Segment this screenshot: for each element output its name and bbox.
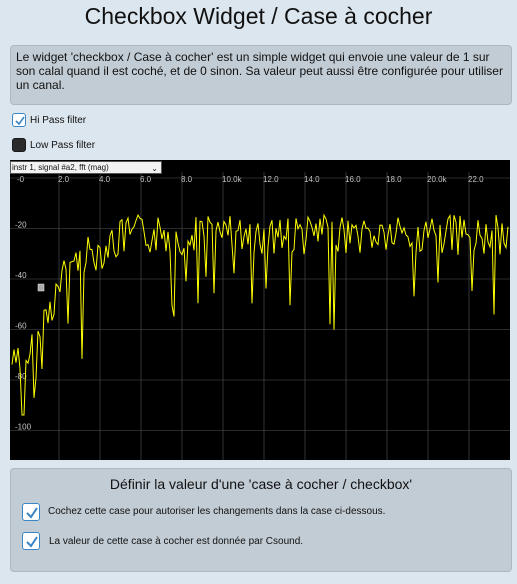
allow-changes-checkbox[interactable] — [22, 503, 40, 521]
x-tick-label: 14.0 — [304, 175, 320, 184]
fft-graph[interactable]: -0 2.0 4.0 6.0 8.0 10.0k 12.0 14.0 16.0 18.0 20.0k… — [10, 160, 510, 460]
hipass-label: Hi Pass filter — [30, 115, 87, 126]
x-tick-label: 22.0 — [468, 175, 484, 184]
checkmark-icon — [26, 536, 38, 548]
x-tick-label: 4.0 — [99, 175, 111, 184]
x-tick-label: 8.0 — [181, 175, 193, 184]
settings-panel: Définir la valeur d'une 'case à cocher /… — [10, 468, 512, 572]
y-tick-label: -80 — [15, 372, 27, 381]
signal-select[interactable]: instr 1, signal #a2, fft (mag) ⌄ — [10, 161, 162, 174]
x-tick-label: 12.0 — [263, 175, 279, 184]
x-tick-label: 10.0k — [222, 175, 243, 184]
x-tick-label: -0 — [17, 175, 25, 184]
page-title: Checkbox Widget / Case à cocher — [84, 3, 433, 29]
y-tick-label: -20 — [15, 221, 27, 230]
x-tick-label: 2.0 — [58, 175, 70, 184]
checkmark-icon — [15, 116, 25, 126]
fft-plot: -0 2.0 4.0 6.0 8.0 10.0k 12.0 14.0 16.0 18.0 20.0k… — [10, 172, 510, 460]
x-tick-label: 6.0 — [140, 175, 152, 184]
x-tick-label: 16.0 — [345, 175, 361, 184]
hipass-checkbox[interactable] — [12, 113, 26, 127]
chevron-down-icon: ⌄ — [151, 164, 158, 173]
panel-title: Définir la valeur d'une 'case à cocher /… — [109, 476, 413, 492]
description-box: Le widget 'checkbox / Case à cocher' est… — [10, 45, 512, 105]
fft-trace — [11, 213, 509, 416]
x-tick-label: 18.0 — [386, 175, 402, 184]
y-tick-label: -40 — [15, 271, 27, 280]
lowpass-checkbox[interactable] — [12, 138, 26, 152]
x-tick-label: 20.0k — [427, 175, 448, 184]
lowpass-label: Low Pass filter — [30, 140, 96, 151]
signal-select-label: instr 1, signal #a2, fft (mag) — [12, 163, 109, 172]
y-tick-label: -100 — [15, 423, 32, 432]
cursor-marker[interactable] — [37, 283, 45, 292]
csound-value-label: La valeur de cette case à cocher est don… — [49, 536, 304, 547]
checkmark-icon — [26, 507, 38, 519]
allow-changes-label: Cochez cette case pour autoriser les cha… — [48, 506, 386, 517]
y-tick-label: -60 — [15, 322, 27, 331]
description-text: Le widget 'checkbox / Case à cocher' est… — [16, 50, 503, 92]
csound-value-checkbox[interactable] — [22, 532, 40, 550]
